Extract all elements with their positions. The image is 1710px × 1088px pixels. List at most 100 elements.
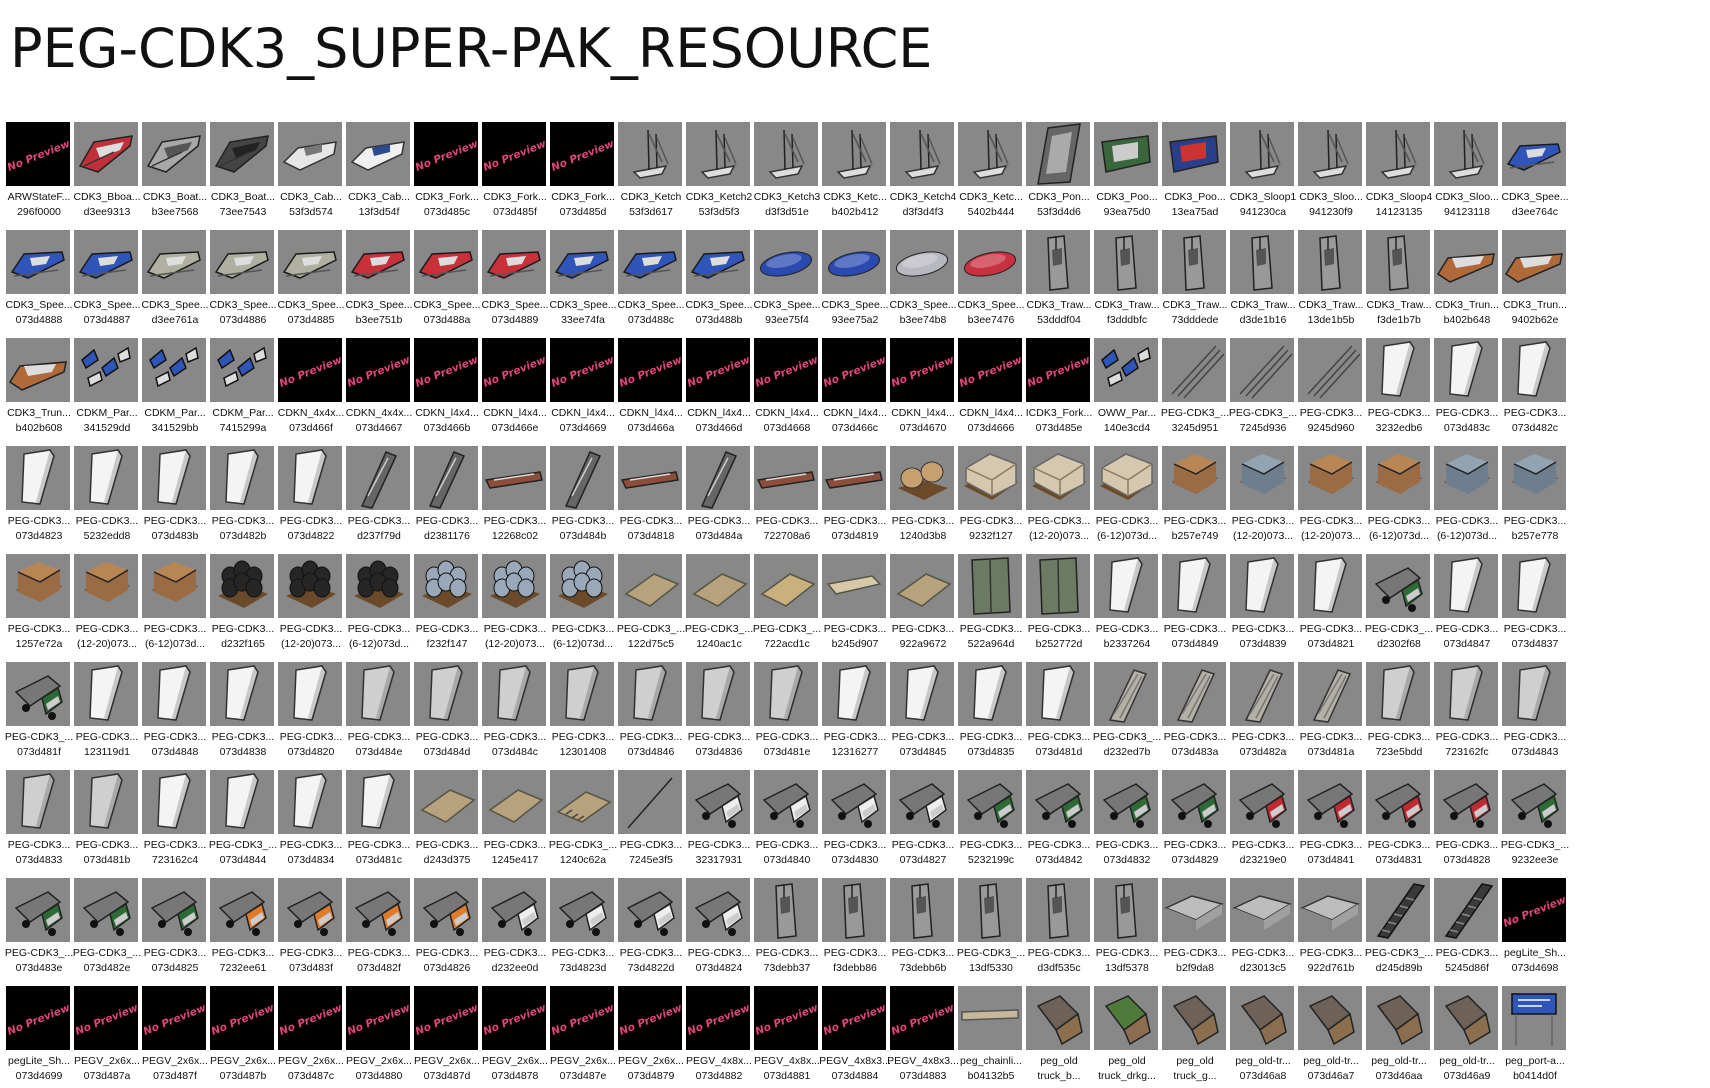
file-thumbnail-item[interactable]: PEG-CDK3... (6-12)073d...: [1366, 446, 1434, 548]
file-thumbnail-item[interactable]: No Preview CDKN_l4x4... 073d466e: [482, 338, 550, 440]
file-thumbnail-item[interactable]: CDK3_Trun... b402b648: [1434, 230, 1502, 332]
file-thumbnail-item[interactable]: PEG-CDK3... 073d4846: [618, 662, 686, 764]
file-thumbnail-item[interactable]: CDK3_Bboa... d3ee9313: [73, 122, 142, 224]
file-thumbnail-item[interactable]: PEG-CDK3... 073d4833: [6, 770, 74, 872]
file-thumbnail-item[interactable]: PEG-CDK3... 073d4830: [822, 770, 890, 872]
file-thumbnail-item[interactable]: PEG-CDK3... 922a9672: [890, 554, 958, 656]
file-thumbnail-item[interactable]: PEG-CDK3_... 1240ac1c: [685, 554, 754, 656]
file-thumbnail-item[interactable]: PEG-CDK3... 073d4826: [414, 878, 482, 980]
file-thumbnail-item[interactable]: CDK3_Spee... 93ee75a2: [821, 230, 890, 332]
file-thumbnail-item[interactable]: peg_old truck_g...: [1162, 986, 1230, 1088]
file-thumbnail-item[interactable]: PEG-CDK3... 073d4845: [890, 662, 958, 764]
file-thumbnail-item[interactable]: peg_old truck_drkg...: [1094, 986, 1162, 1088]
file-thumbnail-item[interactable]: CDK3_Cab... 13f3d54f: [346, 122, 414, 224]
file-thumbnail-item[interactable]: CDK3_Poo... 93ea75d0: [1094, 122, 1162, 224]
file-thumbnail-item[interactable]: PEG-CDK3... (12-20)073...: [482, 554, 550, 656]
file-thumbnail-item[interactable]: PEG-CDK3... 073d484c: [482, 662, 550, 764]
file-thumbnail-item[interactable]: No Preview CDKN_4x4x... 073d4667: [346, 338, 414, 440]
file-thumbnail-item[interactable]: PEG-CDK3... 073d4843: [1502, 662, 1570, 764]
file-thumbnail-item[interactable]: PEG-CDK3... (12-20)073...: [278, 554, 346, 656]
file-thumbnail-item[interactable]: CDK3_Sloo... 94123118: [1434, 122, 1502, 224]
file-thumbnail-item[interactable]: No Preview CDKN_l4x4... 073d466c: [822, 338, 890, 440]
file-thumbnail-item[interactable]: PEG-CDK3... 1240d3b8: [890, 446, 958, 548]
file-thumbnail-item[interactable]: PEG-CDK3... 7245e3f5: [618, 770, 686, 872]
file-thumbnail-item[interactable]: PEG-CDK3... 32317931: [686, 770, 754, 872]
file-thumbnail-item[interactable]: PEG-CDK3... 073d4847: [1434, 554, 1502, 656]
file-thumbnail-item[interactable]: PEG-CDK3... 073d4821: [1298, 554, 1366, 656]
file-thumbnail-item[interactable]: PEG-CDK3... 073d483c: [1434, 338, 1502, 440]
file-thumbnail-item[interactable]: No Preview CDK3_Fork... 073d485c: [414, 122, 482, 224]
file-thumbnail-item[interactable]: PEG-CDK3... 073d4840: [754, 770, 822, 872]
file-thumbnail-item[interactable]: PEG-CDK3... 073d482c: [1502, 338, 1570, 440]
file-thumbnail-item[interactable]: PEG-CDK3... 922d761b: [1298, 878, 1366, 980]
file-thumbnail-item[interactable]: No Preview PEGV_4x8x3... 073d4883: [887, 986, 959, 1088]
file-thumbnail-item[interactable]: PEG-CDK3... (6-12)073d...: [1434, 446, 1502, 548]
file-thumbnail-item[interactable]: PEG-CDK3... 073d4842: [1026, 770, 1094, 872]
file-thumbnail-item[interactable]: PEG-CDK3... d232ee0d: [482, 878, 550, 980]
file-thumbnail-item[interactable]: PEG-CDK3... 073d4841: [1298, 770, 1366, 872]
file-thumbnail-item[interactable]: PEG-CDK3... 3232edb6: [1366, 338, 1434, 440]
file-thumbnail-item[interactable]: PEG-CDK3... 073d4831: [1366, 770, 1434, 872]
file-thumbnail-item[interactable]: peg_chainli... b04132b5: [958, 986, 1026, 1088]
file-thumbnail-item[interactable]: PEG-CDK3... 73d4822d: [618, 878, 686, 980]
file-thumbnail-item[interactable]: PEG-CDK3_... 9232ee3e: [1501, 770, 1570, 872]
file-thumbnail-item[interactable]: No Preview CDK3_Fork... 073d485d: [550, 122, 618, 224]
file-thumbnail-item[interactable]: CDK3_Spee... 073d488b: [685, 230, 754, 332]
file-thumbnail-item[interactable]: PEG-CDK3... 073d4848: [142, 662, 210, 764]
file-thumbnail-item[interactable]: CDK3_Traw... f3dddbfc: [1094, 230, 1162, 332]
file-thumbnail-item[interactable]: PEG-CDK3... 9245d960: [1298, 338, 1366, 440]
file-thumbnail-item[interactable]: PEG-CDK3... (6-12)073d...: [550, 554, 618, 656]
file-thumbnail-item[interactable]: CDK3_Sloop1 941230ca: [1230, 122, 1298, 224]
file-thumbnail-item[interactable]: peg_old-tr... 073d46a8: [1230, 986, 1298, 1088]
file-thumbnail-item[interactable]: PEG-CDK3... 073d4824: [686, 878, 754, 980]
file-thumbnail-item[interactable]: PEG-CDK3... f3debb86: [822, 878, 890, 980]
file-thumbnail-item[interactable]: PEG-CDK3... 073d4822: [278, 446, 346, 548]
file-thumbnail-item[interactable]: PEG-CDK3... 073d4832: [1094, 770, 1162, 872]
file-thumbnail-item[interactable]: PEG-CDK3... 73debb37: [754, 878, 822, 980]
file-thumbnail-item[interactable]: CDK3_Spee... b3ee751b: [345, 230, 414, 332]
file-thumbnail-item[interactable]: PEG-CDK3_... 073d482e: [73, 878, 142, 980]
file-thumbnail-item[interactable]: CDK3_Trun... b402b608: [6, 338, 74, 440]
file-thumbnail-item[interactable]: PEG-CDK3... 073d4818: [618, 446, 686, 548]
file-thumbnail-item[interactable]: CDK3_Spee... 073d4885: [277, 230, 346, 332]
file-thumbnail-item[interactable]: No Preview ICDK3_Fork... 073d485e: [1026, 338, 1094, 440]
file-thumbnail-item[interactable]: PEG-CDK3... 073d4819: [822, 446, 890, 548]
file-thumbnail-item[interactable]: PEG-CDK3... 5232edd8: [74, 446, 142, 548]
file-thumbnail-item[interactable]: PEG-CDK3... 073d4834: [278, 770, 346, 872]
file-thumbnail-item[interactable]: No Preview PEGV_2x6x... 073d4879: [618, 986, 686, 1088]
file-thumbnail-item[interactable]: CDK3_Traw... d3de1b16: [1230, 230, 1298, 332]
file-thumbnail-item[interactable]: CDK3_Spee... 33ee74fa: [549, 230, 618, 332]
file-thumbnail-item[interactable]: PEG-CDK3... b2337264: [1094, 554, 1162, 656]
file-thumbnail-item[interactable]: CDK3_Traw... 73dddede: [1162, 230, 1230, 332]
file-thumbnail-item[interactable]: PEG-CDK3... 073d484d: [414, 662, 482, 764]
file-thumbnail-item[interactable]: CDK3_Spee... d3ee764c: [1501, 122, 1570, 224]
file-thumbnail-item[interactable]: PEG-CDK3... b2f9da8: [1162, 878, 1230, 980]
file-thumbnail-item[interactable]: CDK3_Ketch4 d3f3d4f3: [890, 122, 958, 224]
file-thumbnail-item[interactable]: No Preview PEGV_2x6x... 073d487c: [278, 986, 346, 1088]
file-thumbnail-item[interactable]: CDK3_Spee... 073d4887: [73, 230, 142, 332]
file-thumbnail-item[interactable]: PEG-CDK3... 073d484e: [346, 662, 414, 764]
file-thumbnail-item[interactable]: PEG-CDK3... (6-12)073d...: [1094, 446, 1162, 548]
file-thumbnail-item[interactable]: PEG-CDK3... 073d481d: [1026, 662, 1094, 764]
file-thumbnail-item[interactable]: PEG-CDK3... 7232ee61: [210, 878, 278, 980]
file-thumbnail-item[interactable]: CDK3_Poo... 13ea75ad: [1162, 122, 1230, 224]
file-thumbnail-item[interactable]: No Preview PEGV_2x6x... 073d4880: [346, 986, 414, 1088]
file-thumbnail-item[interactable]: PEG-CDK3... 12268c02: [482, 446, 550, 548]
file-thumbnail-item[interactable]: PEG-CDK3... b252772d: [1026, 554, 1094, 656]
file-thumbnail-item[interactable]: PEG-CDK3... 9232f127: [958, 446, 1026, 548]
file-thumbnail-item[interactable]: PEG-CDK3... 073d481b: [74, 770, 142, 872]
file-thumbnail-item[interactable]: CDK3_Ketch 53f3d617: [618, 122, 686, 224]
file-thumbnail-item[interactable]: PEG-CDK3... d23219e0: [1230, 770, 1298, 872]
file-thumbnail-item[interactable]: CDK3_Pon... 53f3d4d6: [1026, 122, 1094, 224]
file-thumbnail-item[interactable]: CDK3_Ketc... 5402b444: [958, 122, 1026, 224]
file-thumbnail-item[interactable]: PEG-CDK3... 73d4823d: [550, 878, 618, 980]
file-thumbnail-item[interactable]: PEG-CDK3... b257e749: [1162, 446, 1230, 548]
file-thumbnail-item[interactable]: PEG-CDK3... 073d481a: [1298, 662, 1366, 764]
file-thumbnail-item[interactable]: PEG-CDK3... d237f79d: [346, 446, 414, 548]
file-thumbnail-item[interactable]: PEG-CDK3... 073d483a: [1162, 662, 1230, 764]
file-thumbnail-item[interactable]: peg_old truck_b...: [1026, 986, 1094, 1088]
file-thumbnail-item[interactable]: CDKM_Par... 341529dd: [74, 338, 142, 440]
file-thumbnail-item[interactable]: No Preview PEGV_2x6x... 073d4878: [482, 986, 550, 1088]
file-thumbnail-item[interactable]: PEG-CDK3... 1245e417: [482, 770, 550, 872]
file-thumbnail-item[interactable]: No Preview PEGV_2x6x... 073d487f: [142, 986, 210, 1088]
